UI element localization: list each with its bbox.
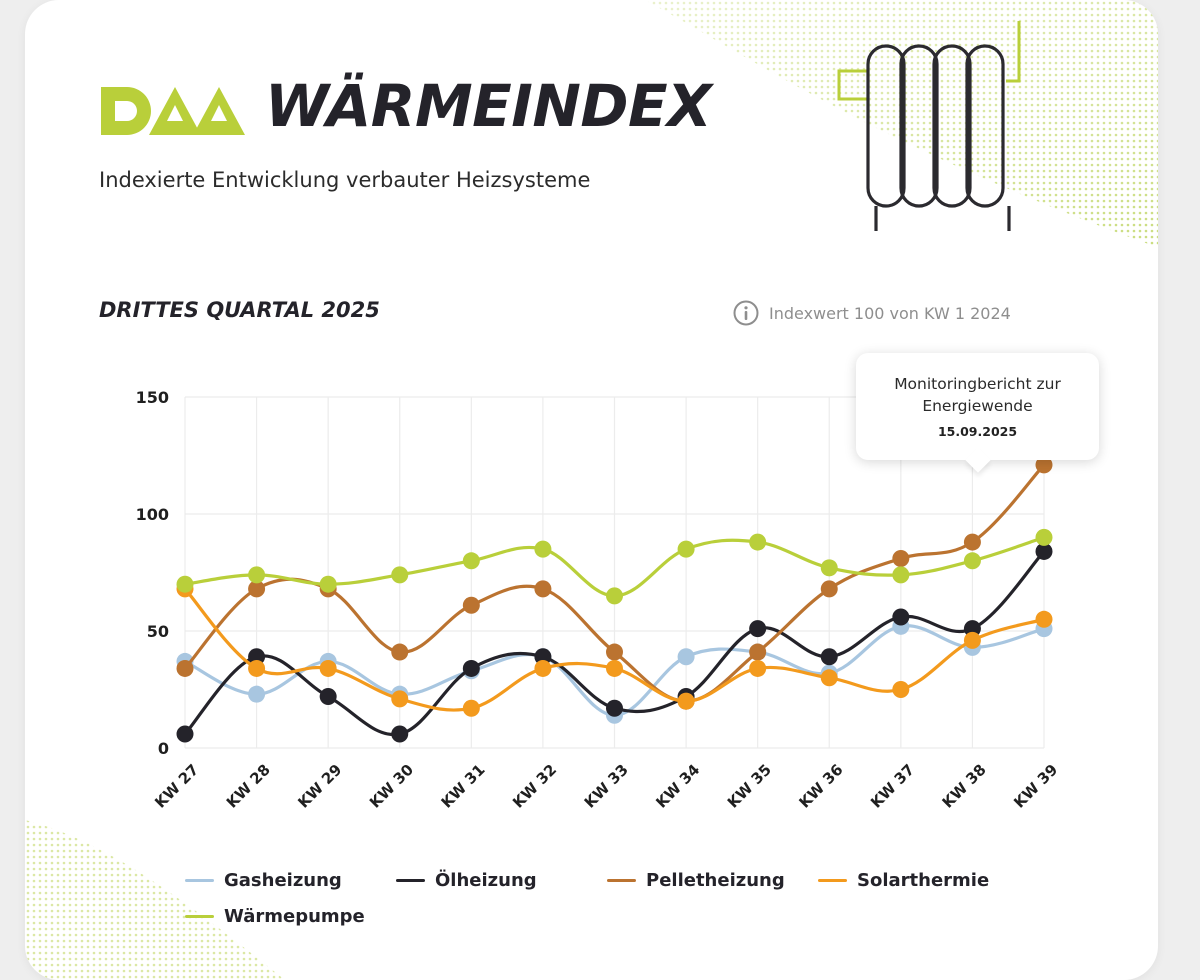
data-point-solarthermie (1035, 610, 1053, 628)
annotation-tooltip: Monitoringbericht zur Energiewende 15.09… (856, 353, 1099, 460)
y-tick-label: 0 (158, 739, 169, 758)
data-point-oelheizung (892, 608, 910, 626)
data-point-waermepumpe (248, 566, 266, 584)
radiator-icon (837, 21, 1021, 231)
x-tick-label: KW 28 (223, 761, 274, 812)
annotation-date: 15.09.2025 (937, 424, 1018, 439)
data-point-waermepumpe (606, 587, 623, 605)
data-point-oelheizung (1035, 542, 1053, 560)
data-point-solarthermie (534, 659, 552, 677)
data-point-pelletheizung (749, 643, 767, 661)
data-point-oelheizung (534, 648, 552, 666)
data-point-waermepumpe (1035, 528, 1053, 546)
section-title: DRITTES QUARTAL 2025 (99, 298, 380, 322)
legend-swatch (818, 879, 847, 882)
data-point-solarthermie (606, 659, 623, 677)
data-point-pelletheizung (963, 533, 981, 551)
x-tick-label: KW 35 (724, 761, 775, 812)
y-tick-label: 150 (136, 388, 169, 407)
data-point-waermepumpe (462, 552, 480, 570)
data-point-oelheizung (963, 620, 981, 638)
data-point-pelletheizung (391, 643, 409, 661)
x-tick-label: KW 32 (509, 761, 560, 812)
data-point-oelheizung (391, 725, 409, 743)
data-point-pelletheizung (534, 580, 552, 598)
data-point-oelheizung (319, 688, 337, 706)
data-point-oelheizung (749, 620, 767, 638)
data-point-gasheizung (248, 685, 266, 703)
data-point-solarthermie (749, 659, 767, 677)
y-tick-label: 100 (136, 505, 169, 524)
y-tick-label: 50 (147, 622, 169, 641)
daa-logo (101, 87, 245, 135)
index-note-text: Indexwert 100 von KW 1 2024 (769, 303, 1011, 323)
legend-swatch (396, 879, 425, 882)
data-point-solarthermie (391, 690, 409, 708)
legend-label: Pelletheizung (646, 870, 785, 891)
data-point-solarthermie (963, 631, 981, 649)
legend-label: Gasheizung (224, 870, 342, 891)
data-point-waermepumpe (534, 540, 552, 558)
line-chart: 0 50 100 150 KW 27 KW 28 KW 29 KW 30 KW 31 KW 32 K… (136, 388, 1062, 812)
legend-label: Ölheizung (435, 870, 537, 891)
data-point-waermepumpe (820, 559, 838, 577)
legend-swatch (607, 879, 636, 882)
x-tick-label: KW 36 (795, 761, 846, 812)
data-point-solarthermie (248, 659, 266, 677)
x-tick-label: KW 30 (366, 761, 417, 812)
data-point-pelletheizung (1035, 456, 1053, 474)
data-point-waermepumpe (319, 575, 337, 593)
annotation-line-1: Monitoringbericht zur (894, 375, 1061, 393)
x-tick-label: KW 27 (151, 761, 202, 812)
data-point-solarthermie (462, 699, 480, 717)
brand-title: WÄRMEINDEX (265, 72, 712, 140)
legend-swatch (185, 879, 214, 882)
data-point-pelletheizung (820, 580, 838, 598)
x-tick-label: KW 38 (939, 761, 990, 812)
data-point-solarthermie (677, 692, 695, 710)
x-tick-label: KW 37 (867, 761, 918, 812)
x-tick-label: KW 31 (438, 761, 489, 812)
legend-item-gasheizung[interactable]: Gasheizung (185, 870, 342, 891)
data-point-pelletheizung (462, 596, 480, 614)
data-point-oelheizung (606, 699, 623, 717)
data-point-pelletheizung (248, 580, 266, 598)
data-point-waermepumpe (892, 566, 910, 584)
data-point-oelheizung (462, 659, 480, 677)
x-tick-label: KW 33 (581, 761, 632, 812)
page-subtitle: Indexierte Entwicklung verbauter Heizsys… (99, 168, 591, 192)
annotation-line-2: Energiewende (922, 397, 1033, 415)
legend-item-oelheizung[interactable]: Ölheizung (396, 870, 537, 891)
data-point-pelletheizung (176, 659, 194, 677)
data-point-pelletheizung (892, 549, 910, 567)
data-point-solarthermie (319, 659, 337, 677)
data-point-waermepumpe (677, 540, 695, 558)
data-point-waermepumpe (749, 533, 767, 551)
legend-swatch (185, 915, 214, 918)
data-point-solarthermie (892, 681, 910, 698)
legend-label: Solarthermie (857, 870, 990, 891)
index-note: Indexwert 100 von KW 1 2024 (733, 300, 1011, 326)
info-icon (733, 300, 759, 326)
legend-label: Wärmepumpe (224, 906, 365, 927)
data-point-solarthermie (820, 669, 838, 687)
chart-legend: Gasheizung Ölheizung Pelletheizung Solar… (185, 866, 1085, 946)
data-point-oelheizung (820, 648, 838, 666)
x-tick-label: KW 29 (294, 761, 345, 812)
data-point-waermepumpe (176, 575, 194, 593)
legend-item-solarthermie[interactable]: Solarthermie (818, 870, 989, 891)
x-tick-label: KW 39 (1010, 761, 1061, 812)
data-point-gasheizung (677, 648, 695, 666)
x-tick-label: KW 34 (652, 761, 703, 812)
data-point-waermepumpe (963, 552, 981, 570)
infographic-card: WÄRMEINDEX Indexierte Entwicklung verbau… (25, 0, 1158, 980)
data-point-pelletheizung (606, 643, 623, 661)
data-point-waermepumpe (391, 566, 409, 584)
legend-item-pelletheizung[interactable]: Pelletheizung (607, 870, 785, 891)
legend-item-waermepumpe[interactable]: Wärmepumpe (185, 906, 365, 927)
data-point-oelheizung (248, 648, 266, 666)
data-point-oelheizung (176, 725, 194, 743)
